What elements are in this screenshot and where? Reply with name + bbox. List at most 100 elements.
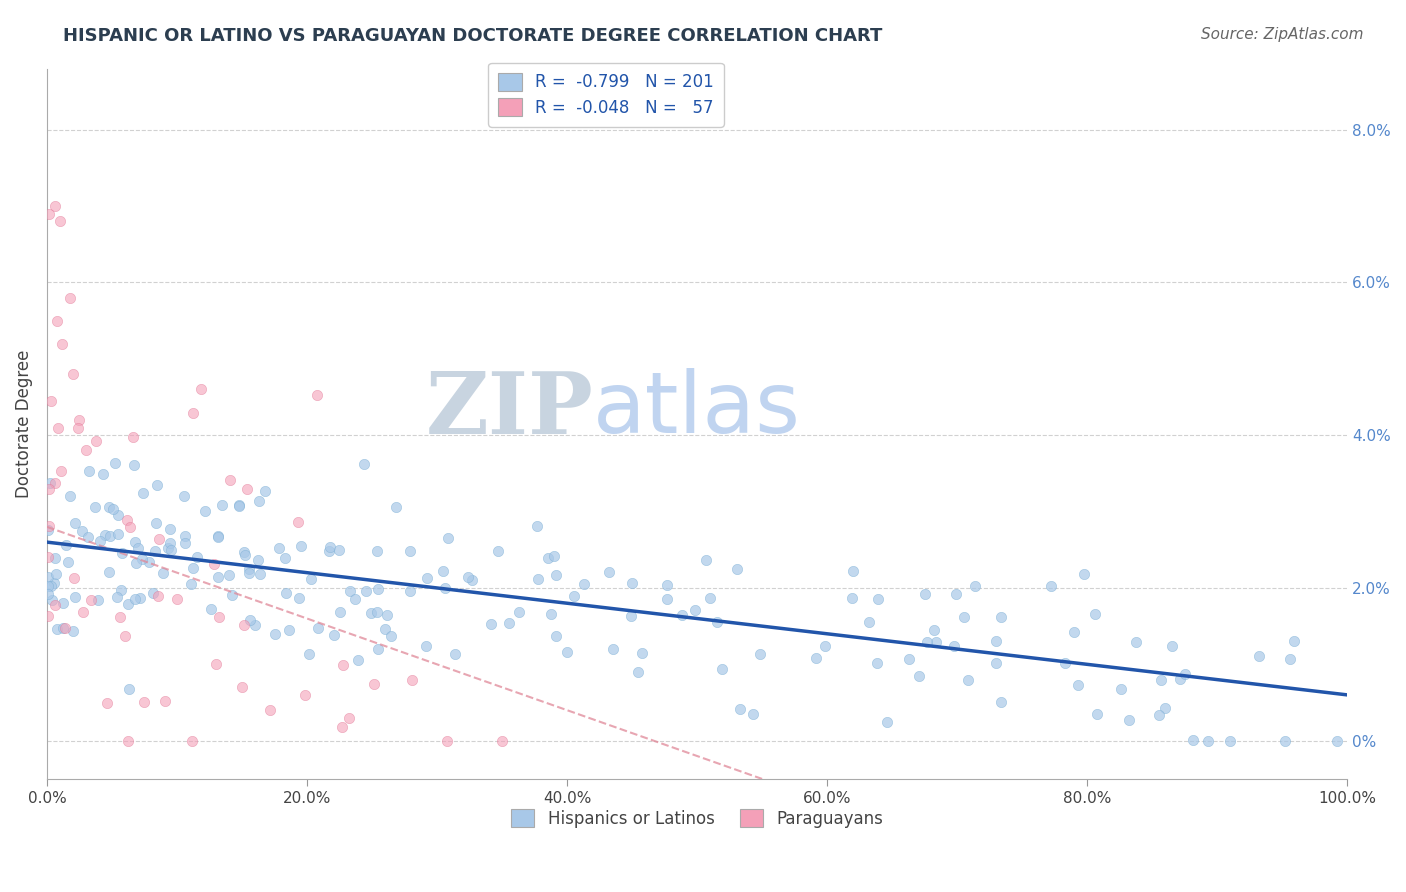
Point: [37, 523, 59, 537]
Point: [42, 576, 65, 591]
Point: [1125, 634, 1147, 648]
Point: [307, 388, 329, 402]
Point: [52, 596, 75, 610]
Point: [339, 583, 361, 598]
Point: [620, 608, 643, 623]
Point: [233, 617, 256, 632]
Point: [247, 553, 270, 567]
Point: [804, 651, 827, 665]
Point: [233, 545, 256, 559]
Point: [868, 591, 890, 606]
Point: [287, 515, 309, 529]
Point: [114, 629, 136, 643]
Point: [98, 500, 121, 514]
Point: [367, 642, 389, 657]
Point: [101, 502, 124, 516]
Point: [374, 622, 396, 636]
Point: [915, 635, 938, 649]
Point: [329, 606, 352, 620]
Point: [86, 592, 108, 607]
Point: [627, 665, 650, 680]
Legend: Hispanics or Latinos, Paraguayans: Hispanics or Latinos, Paraguayans: [505, 803, 890, 835]
Point: [72, 605, 94, 619]
Point: [294, 688, 316, 702]
Point: [380, 629, 402, 643]
Point: [207, 529, 229, 543]
Point: [683, 603, 706, 617]
Point: [125, 556, 148, 570]
Point: [953, 609, 976, 624]
Point: [111, 546, 134, 560]
Point: [273, 551, 295, 566]
Point: [1085, 706, 1108, 721]
Point: [332, 657, 354, 672]
Point: [508, 605, 530, 619]
Point: [117, 597, 139, 611]
Point: [398, 543, 420, 558]
Point: [858, 615, 880, 629]
Point: [231, 680, 253, 694]
Point: [131, 551, 153, 566]
Point: [49, 214, 72, 228]
Point: [1066, 677, 1088, 691]
Text: atlas: atlas: [593, 368, 801, 451]
Y-axis label: Doctorate Degree: Doctorate Degree: [15, 350, 32, 498]
Point: [219, 474, 242, 488]
Point: [202, 557, 225, 571]
Point: [156, 541, 179, 556]
Point: [602, 642, 624, 657]
Point: [965, 579, 987, 593]
Point: [1118, 713, 1140, 727]
Point: [221, 588, 243, 602]
Point: [94, 528, 117, 542]
Point: [876, 714, 898, 729]
Point: [233, 548, 256, 562]
Point: [436, 733, 458, 747]
Point: [945, 587, 967, 601]
Point: [277, 623, 299, 637]
Point: [44, 199, 66, 213]
Point: [990, 610, 1012, 624]
Point: [1084, 607, 1107, 621]
Point: [148, 532, 170, 546]
Point: [53, 621, 76, 635]
Point: [55, 538, 77, 552]
Point: [1054, 656, 1077, 670]
Point: [146, 478, 169, 492]
Point: [657, 591, 679, 606]
Point: [360, 606, 382, 620]
Point: [76, 530, 98, 544]
Point: [907, 669, 929, 683]
Point: [655, 577, 678, 591]
Point: [75, 443, 97, 458]
Point: [52, 621, 75, 635]
Point: [914, 586, 936, 600]
Point: [319, 540, 342, 554]
Point: [328, 543, 350, 558]
Point: [190, 382, 212, 396]
Point: [479, 616, 502, 631]
Point: [62, 624, 84, 638]
Point: [695, 552, 717, 566]
Point: [41, 579, 63, 593]
Point: [1326, 733, 1348, 747]
Point: [432, 564, 454, 578]
Point: [1109, 681, 1132, 696]
Point: [527, 573, 550, 587]
Point: [249, 567, 271, 582]
Point: [1181, 733, 1204, 747]
Point: [127, 541, 149, 555]
Point: [546, 629, 568, 643]
Point: [942, 640, 965, 654]
Point: [211, 498, 233, 512]
Point: [1161, 639, 1184, 653]
Point: [1274, 733, 1296, 747]
Point: [748, 647, 770, 661]
Point: [308, 621, 330, 635]
Point: [259, 703, 281, 717]
Point: [330, 720, 353, 734]
Point: [1219, 733, 1241, 747]
Point: [957, 673, 980, 687]
Point: [115, 513, 138, 527]
Point: [181, 406, 204, 420]
